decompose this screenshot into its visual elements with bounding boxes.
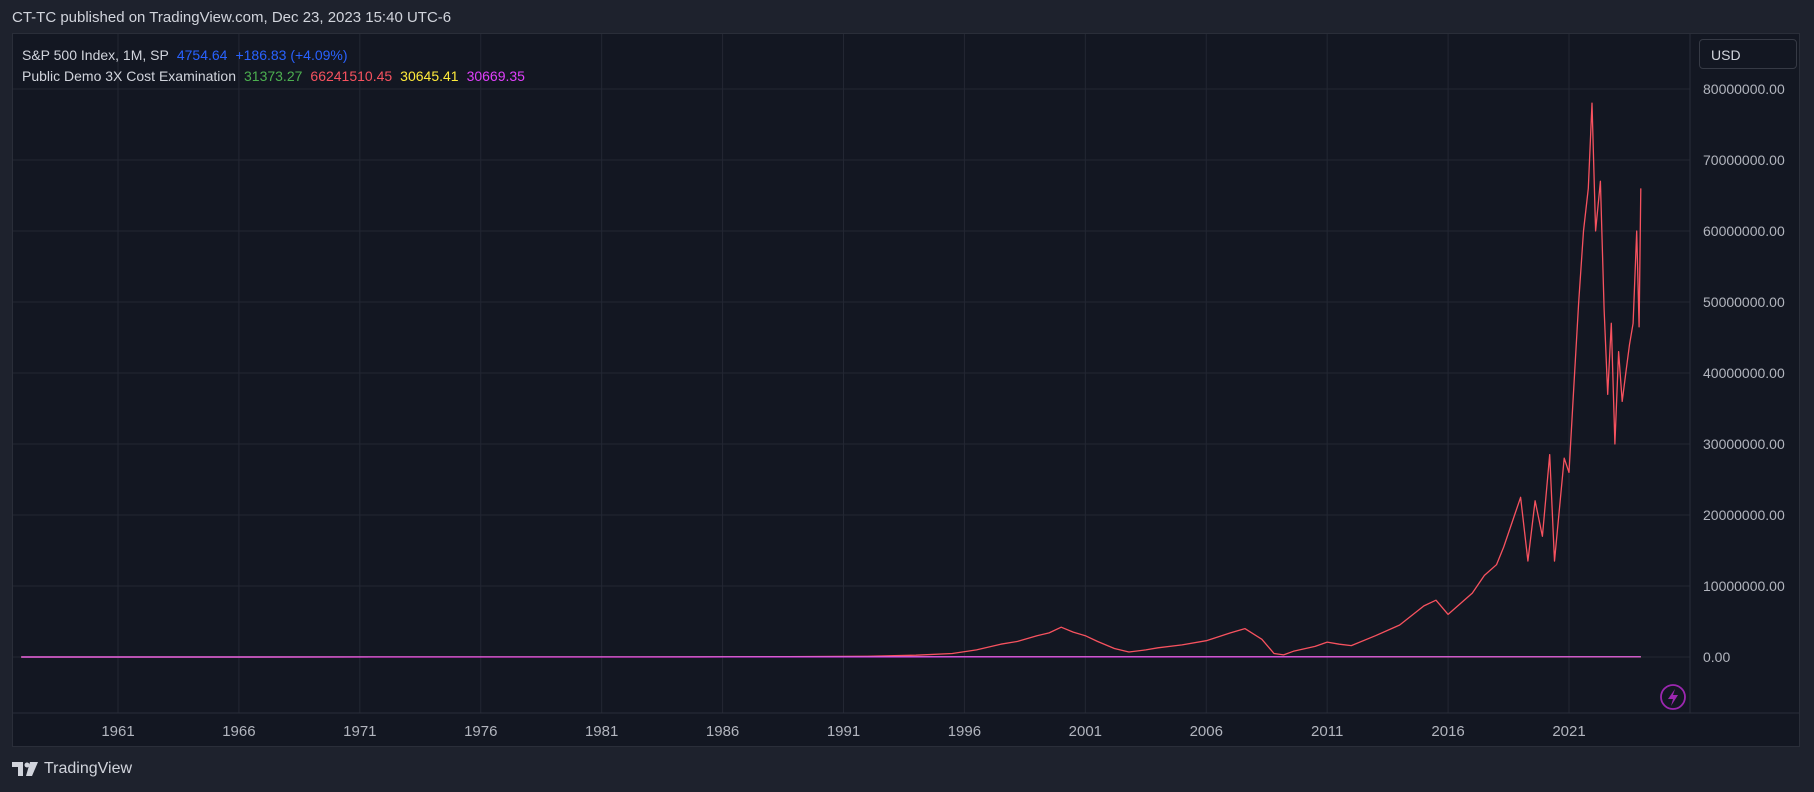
y-tick-label: 70000000.00	[1703, 152, 1785, 168]
y-tick-label: 50000000.00	[1703, 294, 1785, 310]
series-layer	[21, 102, 1642, 658]
footer: TradingView	[12, 760, 132, 778]
y-tick-label: 0.00	[1703, 649, 1730, 665]
x-tick-label: 2021	[1552, 723, 1585, 740]
x-tick-label: 1961	[101, 723, 134, 740]
x-tick-label: 1976	[464, 723, 497, 740]
indicator-value-1: 31373.27	[244, 68, 303, 84]
x-tick-label: 1981	[585, 723, 618, 740]
chart-legend: S&P 500 Index, 1M, SP 4754.64 +186.83 (+4.…	[22, 45, 533, 87]
x-tick-label: 2011	[1311, 723, 1343, 740]
x-tick-label: 2001	[1069, 723, 1102, 740]
lightning-icon[interactable]	[1660, 684, 1686, 710]
indicator-value-2: 66241510.45	[310, 68, 393, 84]
x-tick-label: 1991	[827, 723, 860, 740]
indicator-value-3: 30645.41	[400, 68, 459, 84]
legend-main-series[interactable]: S&P 500 Index, 1M, SP 4754.64 +186.83 (+4.…	[22, 45, 533, 66]
y-tick-label: 40000000.00	[1703, 365, 1785, 381]
y-axis: 80000000.00 70000000.00 60000000.00 5000000…	[1703, 81, 1785, 665]
x-tick-label: 2016	[1431, 723, 1464, 740]
series-line-0	[21, 102, 1642, 658]
y-tick-label: 60000000.00	[1703, 223, 1785, 239]
currency-button[interactable]: USD	[1699, 39, 1797, 69]
x-tick-label: 2006	[1190, 723, 1223, 740]
x-tick-label: 1986	[706, 723, 739, 740]
legend-indicator[interactable]: Public Demo 3X Cost Examination 31373.27 6…	[22, 66, 533, 87]
x-tick-label: 1971	[343, 723, 376, 740]
footer-brand[interactable]: TradingView	[44, 760, 133, 777]
x-tick-label: 1996	[948, 723, 981, 740]
indicator-value-4: 30669.35	[466, 68, 525, 84]
series-name: S&P 500 Index, 1M, SP	[22, 47, 169, 63]
x-axis: 1961 1966 1971 1976 1981 1986 1991 1996 2001 2006…	[101, 723, 1585, 740]
y-tick-label: 20000000.00	[1703, 507, 1785, 523]
series-price: 4754.64	[176, 47, 228, 63]
y-tick-label: 80000000.00	[1703, 81, 1785, 97]
publish-header: CT-TC published on TradingView.com, Dec …	[12, 9, 452, 26]
x-tick-label: 1966	[222, 723, 255, 740]
indicator-name: Public Demo 3X Cost Examination	[22, 68, 236, 84]
y-tick-label: 30000000.00	[1703, 436, 1785, 452]
series-change: +186.83 (+4.09%)	[235, 47, 348, 63]
grid-layer	[13, 34, 1799, 714]
chart-pane[interactable]	[12, 33, 1800, 747]
y-tick-label: 10000000.00	[1703, 578, 1785, 594]
tradingview-logo-icon	[12, 762, 38, 776]
